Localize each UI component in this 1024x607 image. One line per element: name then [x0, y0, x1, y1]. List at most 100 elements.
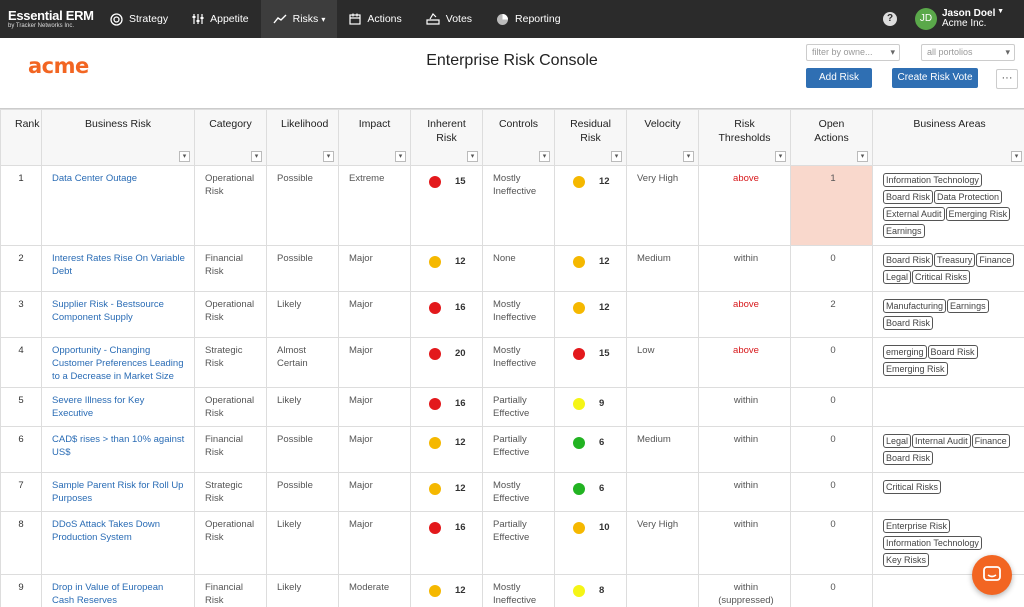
table-row[interactable]: 9 Drop in Value of European Cash Reserves…	[0, 574, 1024, 607]
table-row[interactable]: 8 DDoS Attack Takes Down Production Syste…	[0, 511, 1024, 575]
column-header-rank[interactable]: Rank	[0, 109, 42, 166]
brand-title: Essential ERM	[8, 7, 94, 23]
business-areas-cell: Board Risk Treasury Finance Legal Critical R…	[872, 245, 1024, 292]
business-risk-link[interactable]: Sample Parent Risk for Roll Up Purposes	[52, 480, 184, 504]
column-header-business-areas[interactable]: Business Areas ▾	[872, 109, 1024, 166]
column-filter-icon[interactable]: ▾	[467, 151, 478, 162]
column-header-controls[interactable]: Controls ▾	[482, 109, 555, 166]
open-actions-cell[interactable]: 0	[790, 472, 873, 512]
business-area-tag[interactable]: Finance	[976, 253, 1015, 267]
business-area-tag[interactable]: emerging	[883, 345, 927, 359]
column-filter-icon[interactable]: ▾	[611, 151, 622, 162]
column-filter-icon[interactable]: ▾	[323, 151, 334, 162]
open-actions-cell[interactable]: 1	[790, 165, 873, 246]
open-actions-cell[interactable]: 0	[790, 387, 873, 427]
business-area-tag[interactable]: Board Risk	[927, 345, 978, 359]
column-header-category[interactable]: Category ▾	[194, 109, 267, 166]
business-area-tag[interactable]: Finance	[971, 434, 1010, 448]
business-risk-link[interactable]: Severe Illness for Key Executive	[52, 395, 145, 419]
business-risk-link[interactable]: Drop in Value of European Cash Reserves	[52, 582, 164, 606]
table-row[interactable]: 3 Supplier Risk - Bestsource Component Su…	[0, 291, 1024, 338]
column-filter-icon[interactable]: ▾	[539, 151, 550, 162]
business-risk-link[interactable]: Interest Rates Rise On Variable Debt	[52, 253, 185, 277]
column-filter-icon[interactable]: ▾	[179, 151, 190, 162]
business-area-tag[interactable]: Enterprise Risk	[883, 519, 951, 533]
owner-filter-select[interactable]: filter by owne...	[806, 44, 900, 61]
nav-votes[interactable]: Votes	[414, 0, 484, 38]
business-area-tag[interactable]: Internal Audit	[912, 434, 971, 448]
open-actions-cell[interactable]: 0	[790, 245, 873, 292]
business-area-tag[interactable]: Board Risk	[883, 316, 934, 330]
risk-score: 16	[455, 302, 466, 313]
business-area-tag[interactable]: Treasury	[934, 253, 976, 267]
open-actions-cell[interactable]: 0	[790, 337, 873, 388]
business-area-tag[interactable]: External Audit	[883, 207, 945, 221]
business-risk-link[interactable]: CAD$ rises > than 10% against US$	[52, 434, 185, 458]
business-area-tag[interactable]: Information Technology	[883, 536, 982, 550]
business-area-tag[interactable]: Emerging Risk	[883, 362, 948, 376]
column-filter-icon[interactable]: ▾	[775, 151, 786, 162]
business-area-tag[interactable]: Board Risk	[883, 451, 934, 465]
column-header-residual-risk[interactable]: Residual Risk ▾	[554, 109, 627, 166]
table-row[interactable]: 5 Severe Illness for Key Executive Operati…	[0, 387, 1024, 427]
brand[interactable]: Essential ERM by Tracker Networks Inc.	[0, 9, 98, 30]
table-row[interactable]: 4 Opportunity - Changing Customer Prefere…	[0, 337, 1024, 388]
velocity-cell: Medium	[626, 426, 699, 473]
open-actions-cell[interactable]: 0	[790, 574, 873, 607]
column-header-open-actions[interactable]: Open Actions ▾	[790, 109, 873, 166]
nav-reporting[interactable]: Reporting	[484, 0, 573, 38]
column-filter-icon[interactable]: ▾	[683, 151, 694, 162]
open-actions-cell[interactable]: 0	[790, 511, 873, 575]
business-area-tag[interactable]: Critical Risks	[912, 270, 971, 284]
open-actions-cell[interactable]: 2	[790, 291, 873, 338]
add-risk-button[interactable]: Add Risk	[806, 68, 872, 88]
business-risk-link[interactable]: DDoS Attack Takes Down Production System	[52, 519, 161, 543]
business-area-tag[interactable]: Manufacturing	[883, 299, 947, 313]
risk-table-container[interactable]: Rank Business Risk ▾ Category ▾ Likelihood ▾ Im…	[0, 108, 1024, 607]
column-filter-icon[interactable]: ▾	[1011, 151, 1022, 162]
column-header-impact[interactable]: Impact ▾	[338, 109, 411, 166]
table-row[interactable]: 1 Data Center Outage Operational Risk Possi…	[0, 165, 1024, 246]
nav-risks[interactable]: Risks ▾	[260, 0, 338, 38]
user-caret-icon[interactable]: ▼	[997, 8, 1004, 15]
nav-actions[interactable]: Actions	[337, 0, 413, 38]
business-risk-link[interactable]: Supplier Risk - Bestsource Component Sup…	[52, 299, 164, 323]
table-row[interactable]: 7 Sample Parent Risk for Roll Up Purposes…	[0, 472, 1024, 512]
column-header-inherent-risk[interactable]: Inherent Risk ▾	[410, 109, 483, 166]
column-header-velocity[interactable]: Velocity ▾	[626, 109, 699, 166]
column-header-business-risk[interactable]: Business Risk ▾	[41, 109, 195, 166]
table-row[interactable]: 2 Interest Rates Rise On Variable Debt Fin…	[0, 245, 1024, 292]
nav-appetite[interactable]: Appetite	[180, 0, 261, 38]
business-area-tag[interactable]: Data Protection	[934, 190, 1003, 204]
business-area-tag[interactable]: Critical Risks	[883, 480, 942, 494]
business-areas-cell: Enterprise Risk Information Technology Key…	[872, 511, 1024, 575]
nav-strategy[interactable]: Strategy	[98, 0, 180, 38]
column-filter-icon[interactable]: ▾	[395, 151, 406, 162]
business-area-tag[interactable]: Legal	[883, 270, 912, 284]
business-risk-link[interactable]: Opportunity - Changing Customer Preferen…	[52, 345, 184, 382]
open-actions-cell[interactable]: 0	[790, 426, 873, 473]
table-row[interactable]: 6 CAD$ rises > than 10% against US$ Financ…	[0, 426, 1024, 473]
column-header-risk-thresholds[interactable]: Risk Thresholds ▾	[698, 109, 791, 166]
business-area-tag[interactable]: Legal	[883, 434, 912, 448]
create-risk-vote-button[interactable]: Create Risk Vote	[892, 68, 978, 88]
user-menu[interactable]: Jason Doel Acme Inc.	[942, 9, 1024, 29]
help-icon[interactable]: ?	[883, 12, 897, 26]
column-header-likelihood[interactable]: Likelihood ▾	[266, 109, 339, 166]
business-area-tag[interactable]: Information Technology	[883, 173, 982, 187]
business-risk-link[interactable]: Data Center Outage	[52, 173, 138, 184]
business-area-tag[interactable]: Earnings	[947, 299, 989, 313]
portfolio-select[interactable]: all portolios	[921, 44, 1015, 61]
column-filter-icon[interactable]: ▾	[857, 151, 868, 162]
chat-launcher-button[interactable]	[972, 555, 1012, 595]
impact-cell: Major	[338, 426, 411, 473]
avatar[interactable]: JD	[915, 8, 937, 30]
business-area-tag[interactable]: Board Risk	[883, 190, 934, 204]
column-filter-icon[interactable]: ▾	[251, 151, 262, 162]
more-options-button[interactable]: ···	[996, 69, 1018, 89]
business-area-tag[interactable]: Emerging Risk	[945, 207, 1011, 221]
business-area-tag[interactable]: Earnings	[883, 224, 925, 238]
business-area-tag[interactable]: Key Risks	[883, 553, 930, 567]
risk-score: 9	[599, 398, 605, 409]
business-area-tag[interactable]: Board Risk	[883, 253, 934, 267]
